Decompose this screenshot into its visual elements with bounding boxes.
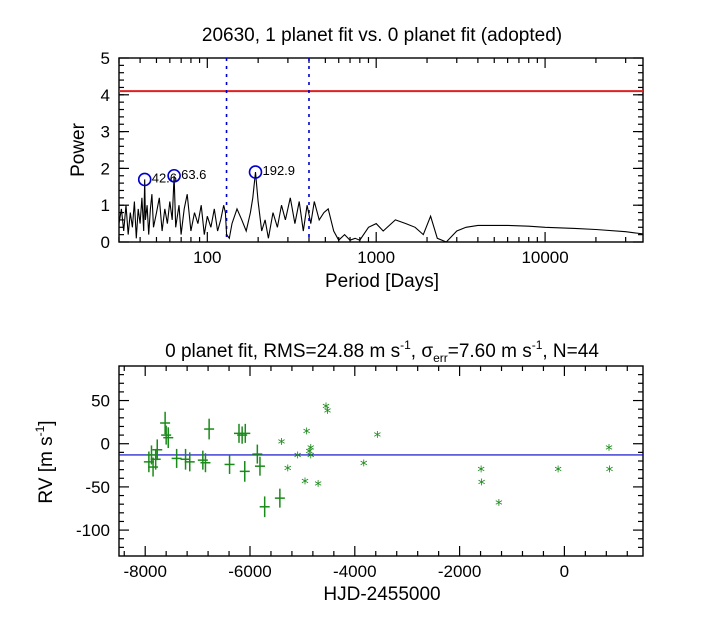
rv-cross-point [224,454,235,474]
y-tick-label: 4 [101,86,110,105]
rv-star-point: * [554,463,562,481]
rv-star-point: * [278,435,286,453]
rv-star-point: * [305,444,313,462]
rv-cross-point [259,496,270,518]
rv-cross-point [171,448,182,468]
periodogram-curve [118,172,644,243]
rv-cross-point [160,411,171,435]
rv-cross-point [240,423,251,443]
rv-cross-point [152,439,163,461]
x-tick-label: -6000 [228,562,271,581]
x-tick-label: -2000 [438,562,481,581]
x-tick-label: 10000 [521,248,568,267]
rv-star-point: * [605,441,613,459]
rv-star-point: * [307,441,315,459]
rv-cross-point [146,445,157,465]
rv-star-point: * [301,475,309,493]
rv-y-axis-label: RV [m s-1] [33,420,57,503]
x-tick-label: -8000 [123,562,166,581]
rv-star-point: * [495,496,503,514]
peak-circle [167,168,181,183]
y-tick-label: 0 [101,233,110,252]
rv-cross-point [252,444,263,464]
rv-cross-point [184,452,195,472]
y-tick-label: 2 [101,159,110,178]
periodogram-axis-ticks [118,57,643,243]
peak-label: 42.6 [152,170,177,185]
rv-star-point: * [307,449,315,467]
rv-cross-point [200,453,211,473]
y-tick-label: -100 [76,521,110,540]
y-tick-label: -50 [85,478,110,497]
rv-cross-point [274,488,285,508]
y-tick-label: 1 [101,196,110,215]
x-tick-label: 100 [193,248,221,267]
periodogram-plot-frame [118,57,644,243]
rv-marks: ******************* [119,399,643,518]
rv-star-point: * [294,449,302,467]
y-tick-label: 50 [91,392,110,411]
peak-circle [137,172,152,187]
rv-star-point: * [478,475,486,493]
periodogram-title: 20630, 1 planet fit vs. 0 planet fit (ad… [202,25,562,46]
rv-star-point: * [477,463,485,481]
x-tick-label: 1000 [357,248,395,267]
rv-star-point: * [303,425,311,443]
rv-cross-point [163,427,174,449]
peak-label: 63.6 [181,167,206,182]
rv-cross-point [197,450,208,470]
periodogram-marks: 42.6 63.6 192.9 [118,58,644,243]
periodogram-x-axis-label: Period [Days] [325,271,439,292]
rv-x-axis-label: HJD-2455000 [323,584,440,605]
rv-star-point: * [322,399,330,417]
periodogram-panel: 20630, 1 planet fit vs. 0 planet fit (ad… [68,25,644,292]
x-tick-label: -4000 [333,562,376,581]
peak-circle [248,165,263,179]
rv-cross-point [239,461,250,482]
rv-axis-ticks [119,366,643,556]
rv-cross-point [161,425,172,445]
rv-star-point: * [324,404,332,422]
y-tick-label: 0 [101,435,110,454]
rv-cross-point [180,448,191,470]
rv-panel: 0 planet fit, RMS=24.88 m s-1, σerr=7.60… [33,338,644,605]
rv-cross-point [150,448,161,470]
x-tick-label: 0 [560,562,569,581]
rv-plot-frame [118,365,644,557]
rv-title: 0 planet fit, RMS=24.88 m s-1, σerr=7.60… [165,338,599,365]
periodogram-y-axis-label: Power [68,122,89,177]
peak-label: 192.9 [262,163,295,178]
rv-tick-labels: -8000 -6000 -4000 -2000 0 -100 -50 0 50 [76,392,569,581]
rv-star-point: * [360,456,368,474]
rv-cross-point [204,418,215,440]
rv-star-point: * [374,428,382,446]
periodogram-tick-labels: 100 1000 10000 0 1 2 3 4 5 [101,49,569,267]
rv-star-point: * [606,463,614,481]
y-tick-label: 3 [101,123,110,142]
rv-cross-point [254,456,265,476]
y-tick-label: 5 [101,49,110,68]
rv-star-point: * [314,477,322,495]
rv-star-point: * [284,462,292,480]
